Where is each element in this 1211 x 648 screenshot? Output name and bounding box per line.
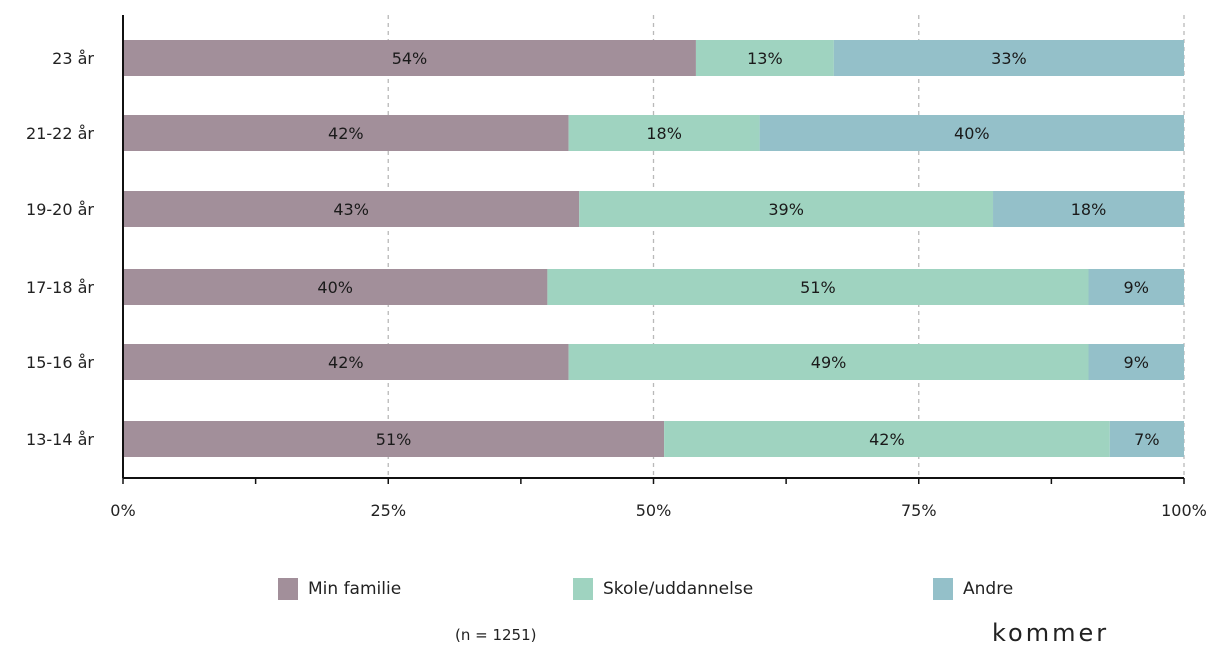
bar-segment <box>568 115 760 151</box>
category-label: 19-20 år <box>26 200 94 219</box>
data-label: 33% <box>991 49 1027 68</box>
legend: Min familie Skole/uddannelse Andre <box>0 578 1211 608</box>
x-tick-label: 75% <box>901 501 937 520</box>
bar-segment <box>123 421 665 457</box>
data-label: 51% <box>376 430 412 449</box>
legend-label: Andre <box>963 579 1014 599</box>
data-label: 9% <box>1124 353 1149 372</box>
data-label: 13% <box>747 49 783 68</box>
bar-segment <box>547 269 1089 305</box>
category-label: 15-16 år <box>26 353 94 372</box>
brand-logo: kommer <box>992 619 1110 647</box>
data-label: 43% <box>333 200 369 219</box>
legend-label: Skole/uddannelse <box>603 579 754 599</box>
bar-segment <box>1088 344 1184 380</box>
bar-segment <box>833 40 1184 76</box>
category-label: 17-18 år <box>26 278 94 297</box>
bar-segment <box>759 115 1184 151</box>
stacked-bar-chart: 54% 13% 33% 23 år 42% 18% 40% 21-22 år 43% 39% 18%… <box>26 15 1207 520</box>
legend-item-skole-uddannelse: Skole/uddannelse <box>573 578 753 600</box>
bar-segment <box>123 269 548 305</box>
bar-segment <box>123 115 569 151</box>
category-label: 21-22 år <box>26 124 94 143</box>
bar-segment <box>123 344 569 380</box>
data-label: 40% <box>317 278 353 297</box>
data-label: 49% <box>811 353 847 372</box>
legend-swatch <box>933 578 953 600</box>
data-label: 18% <box>646 124 682 143</box>
bar-segment <box>993 191 1184 227</box>
bar-segment <box>123 191 580 227</box>
data-label: 51% <box>800 278 836 297</box>
legend-item-andre: Andre <box>933 578 1013 600</box>
data-label: 42% <box>328 353 364 372</box>
bar-segment <box>568 344 1089 380</box>
data-label: 42% <box>869 430 905 449</box>
bar-segment <box>695 40 834 76</box>
x-tick-label: 50% <box>636 501 672 520</box>
x-tick-label: 100% <box>1161 501 1207 520</box>
category-label: 13-14 år <box>26 430 94 449</box>
x-tick-label: 0% <box>110 501 135 520</box>
legend-item-min-familie: Min familie <box>278 578 401 600</box>
bar-segment <box>664 421 1110 457</box>
data-label: 9% <box>1124 278 1149 297</box>
data-label: 40% <box>954 124 990 143</box>
data-label: 7% <box>1134 430 1159 449</box>
data-label: 54% <box>392 49 428 68</box>
data-label: 42% <box>328 124 364 143</box>
legend-swatch <box>278 578 298 600</box>
bar-segment <box>1109 421 1184 457</box>
bar-segment <box>1088 269 1184 305</box>
data-label: 18% <box>1071 200 1107 219</box>
category-label: 23 år <box>52 49 94 68</box>
bar-segment <box>123 40 696 76</box>
legend-swatch <box>573 578 593 600</box>
data-label: 39% <box>768 200 804 219</box>
legend-label: Min familie <box>308 579 402 599</box>
bar-segment <box>579 191 994 227</box>
sample-size-note: (n = 1251) <box>455 626 537 644</box>
x-tick-label: 25% <box>370 501 406 520</box>
